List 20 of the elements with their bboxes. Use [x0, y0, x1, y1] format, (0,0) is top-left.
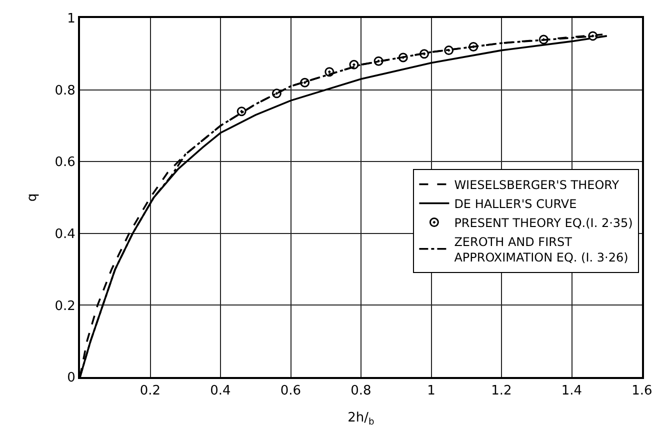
y-tick-label: 0.6 [54, 155, 76, 170]
x-tick-label: 0.2 [140, 384, 161, 399]
x-tick-label: 1.6 [632, 384, 652, 399]
x-axis-title: 2h/$_{b}$ [348, 410, 375, 428]
x-tick-label: 1 [427, 384, 436, 399]
x-tick-label: 1.2 [491, 384, 512, 399]
y-tick-label: 1 [67, 12, 76, 27]
y-axis-title: q [25, 193, 40, 202]
y-tick-label: 0.8 [54, 83, 76, 98]
x-tick-label: 1.4 [561, 384, 582, 399]
y-tick-label: 0.4 [54, 226, 76, 242]
legend-label: DE HALLER'S CURVE [454, 196, 577, 211]
x-tick-label: 0.4 [210, 384, 231, 399]
legend-label: WIESELSBERGER'S THEORY [454, 178, 620, 192]
x-tick-label: 0.8 [350, 384, 372, 399]
y-tick-label: 0.2 [54, 298, 76, 314]
legend-label: PRESENT THEORY EQ.(I. 2·35) [454, 216, 633, 230]
y-tick-label: 0 [67, 370, 76, 386]
legend-label: ZEROTH AND FIRST APPROXIMATION EQ. (I. 3·26) [454, 234, 628, 264]
x-tick-label: 0.6 [280, 384, 302, 399]
